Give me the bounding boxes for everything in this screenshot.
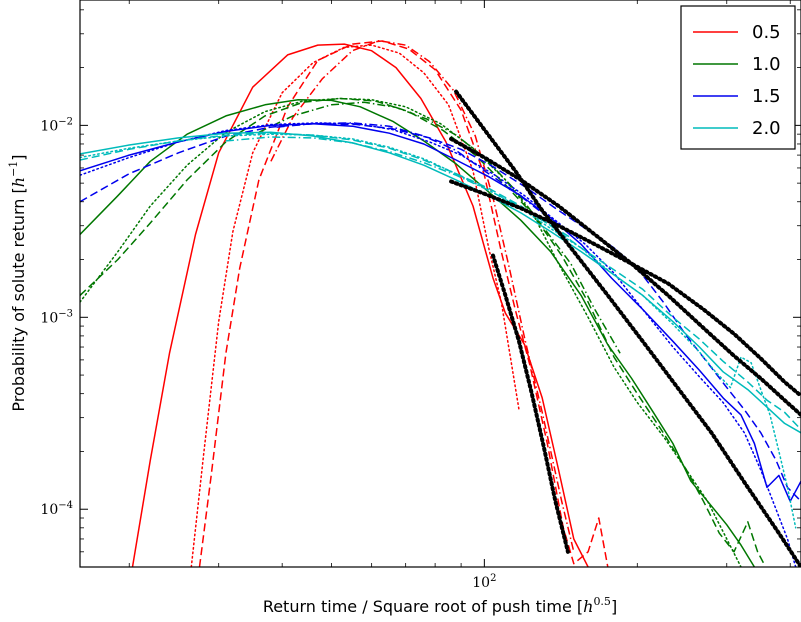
y-tick-label: 10−3 bbox=[40, 308, 73, 326]
legend-label-0-5: 0.5 bbox=[752, 22, 781, 43]
series-line-0-5-solid-0 bbox=[131, 43, 589, 567]
series-line-reference-bold-dotted-17 bbox=[449, 136, 801, 417]
legend-box bbox=[680, 5, 796, 150]
series-line-1-5-dashdot-11 bbox=[276, 122, 543, 214]
series-line-1-0-dashed-6 bbox=[80, 97, 765, 565]
series-line-reference-bold-dotted-19 bbox=[491, 253, 570, 554]
series-line-2-0-dashed-14 bbox=[80, 132, 801, 431]
series-line-1-0-dotted-5 bbox=[80, 97, 742, 567]
series-line-0-5-dotted-1 bbox=[190, 44, 520, 567]
series-line-1-5-solid-8 bbox=[80, 122, 801, 503]
x-axis-label: Return time / Square root of push time [… bbox=[263, 595, 617, 616]
legend-label-1-0: 1.0 bbox=[752, 54, 781, 75]
legend-label-1-5: 1.5 bbox=[752, 86, 781, 107]
series-line-reference-bold-dotted-16 bbox=[454, 89, 801, 567]
y-tick-label: 10−2 bbox=[40, 116, 73, 134]
series-line-2-0-dashdot-15 bbox=[225, 136, 572, 239]
series-line-1-5-dashed-10 bbox=[80, 122, 801, 502]
series-line-0-5-dashed-2 bbox=[198, 40, 609, 567]
y-tick-label: 10−4 bbox=[40, 500, 73, 518]
series-line-1-0-solid-4 bbox=[80, 98, 756, 567]
series-line-1-5-dotted-9 bbox=[80, 122, 797, 567]
legend-label-2-0: 2.0 bbox=[752, 118, 781, 139]
series-line-reference-bold-dotted-18 bbox=[449, 179, 801, 398]
y-axis-label: Probability of solute return [h−1] bbox=[7, 154, 28, 411]
series-line-1-0-dashdot-7 bbox=[258, 101, 621, 354]
tick-layer: 102 10−2 10−3 10−4 bbox=[40, 0, 801, 591]
series-layer bbox=[80, 39, 801, 567]
series-line-2-0-dotted-13 bbox=[80, 133, 797, 529]
series-line-0-5-dashdot-3 bbox=[270, 39, 575, 552]
plot-frame bbox=[79, 0, 801, 568]
legend: 0.5 1.0 1.5 2.0 bbox=[680, 5, 796, 150]
x-tick-label: 102 bbox=[472, 573, 496, 591]
series-line-2-0-solid-12 bbox=[80, 131, 801, 434]
